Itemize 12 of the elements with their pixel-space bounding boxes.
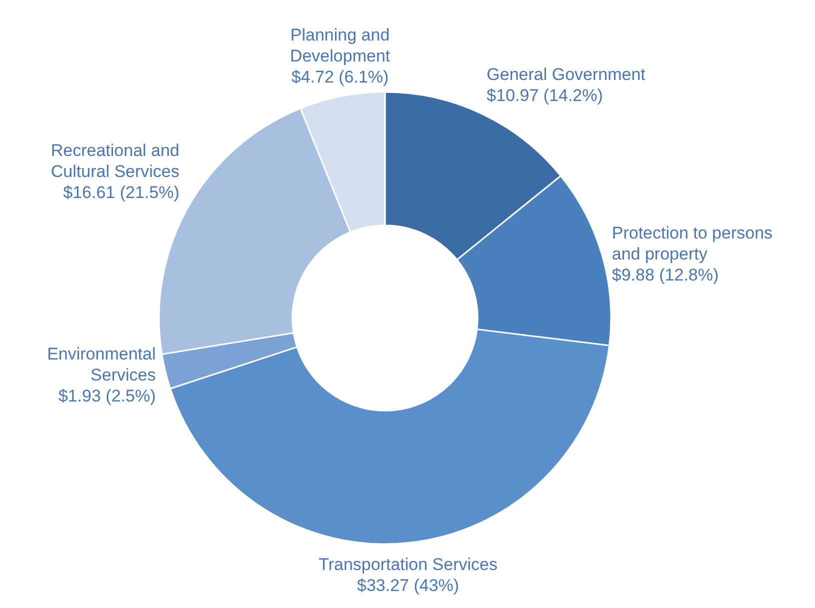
data-label: $4.72 (6.1%) [291,67,389,86]
data-label: $10.97 (14.2%) [486,86,603,106]
data-label: $9.88 (12.8%) [612,266,719,285]
data-label: $1.93 (2.5%) [58,386,156,406]
slice-label: Transportation Services [318,554,498,574]
slice-label: Environmental Services [47,344,156,384]
slice-label: Recreational and Cultural Services [50,141,180,182]
slice-label: Planning and Development [290,25,390,66]
slice-label: Protection to persons and property [612,224,773,264]
slice-label: General Government [486,65,646,84]
data-label: $16.61 (21.5%) [63,183,180,202]
data-label: $33.27 (43%) [357,576,460,595]
